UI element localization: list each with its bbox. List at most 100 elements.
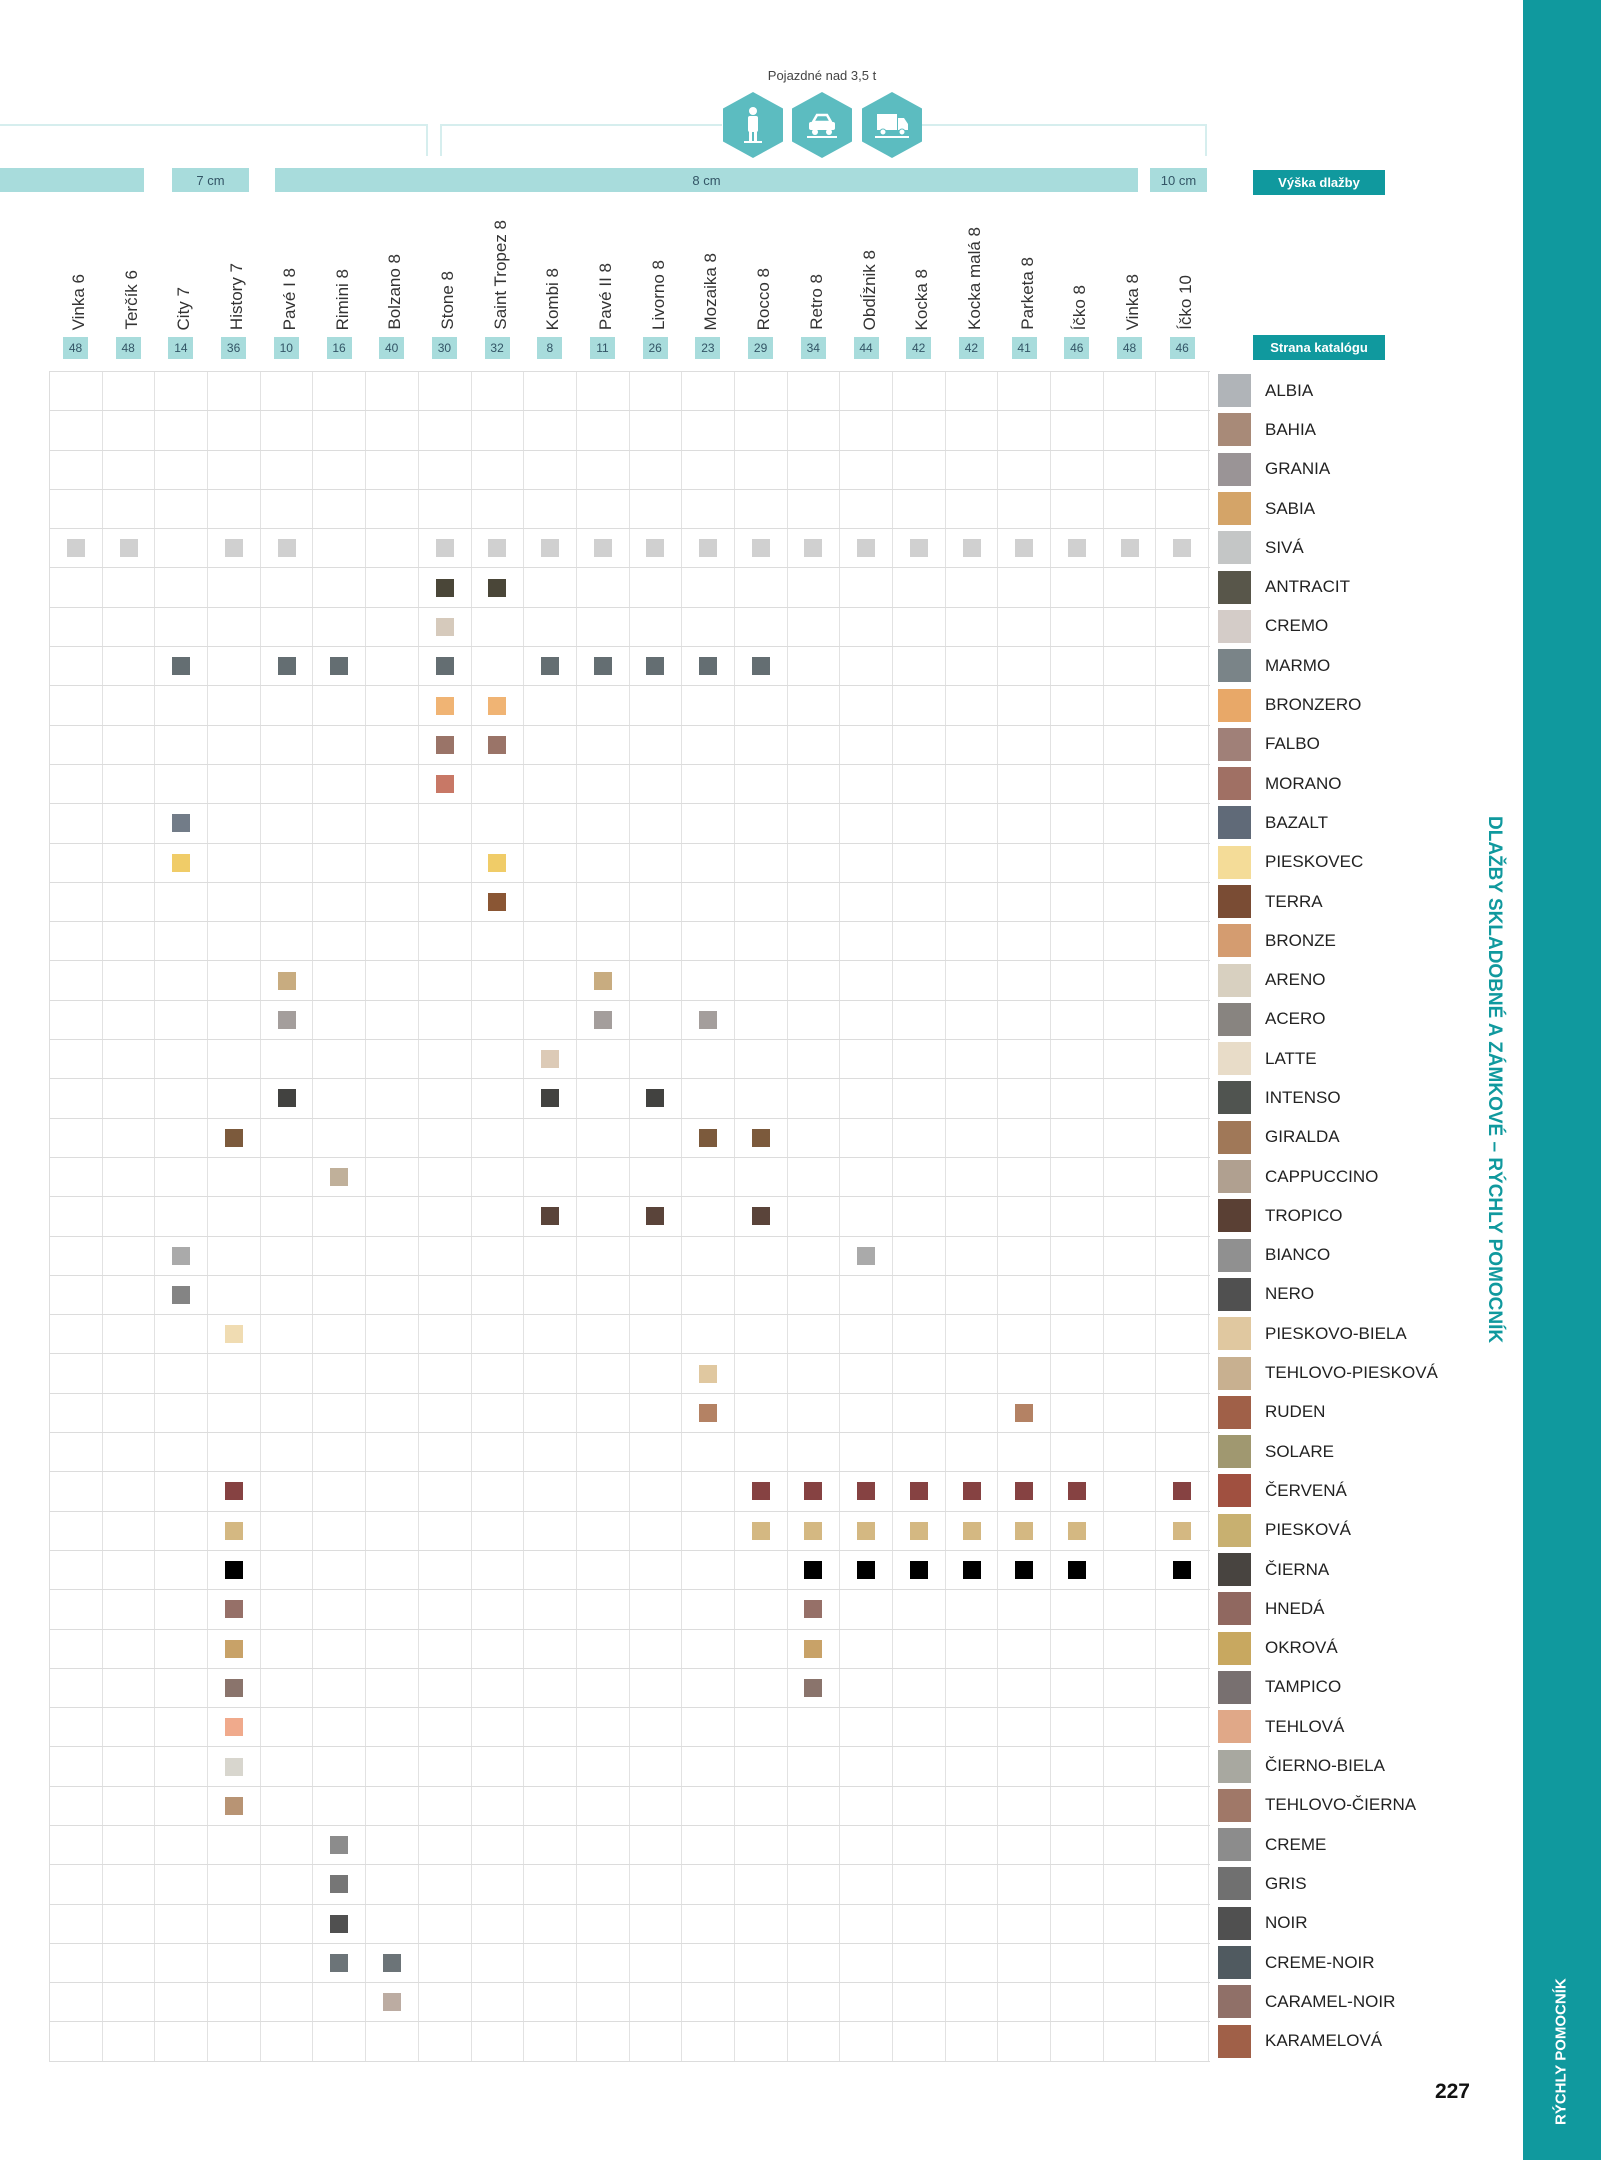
catalog-page-badge[interactable]: 10	[273, 337, 299, 359]
grid-cell	[419, 1393, 472, 1433]
grid-cell	[735, 1040, 788, 1079]
grid-cell	[893, 1040, 946, 1079]
catalog-page-badge[interactable]: 41	[1011, 337, 1037, 359]
grid-cell	[630, 1118, 683, 1157]
grid-cell	[419, 1629, 472, 1668]
grid-cell	[155, 450, 209, 489]
grid-cell	[577, 1315, 630, 1354]
table-row	[50, 1000, 1210, 1041]
availability-mark	[804, 1521, 823, 1540]
grid-cell	[1156, 1433, 1210, 1472]
grid-cell	[419, 1708, 472, 1747]
color-swatch	[1218, 1081, 1251, 1115]
catalog-page-badge[interactable]: 36	[221, 337, 247, 359]
page-number: 227	[1434, 2080, 1470, 2103]
catalog-page-badge[interactable]: 42	[906, 337, 932, 359]
catalog-page-badge[interactable]: 48	[63, 337, 88, 359]
grid-cell	[155, 1550, 209, 1590]
grid-cell	[50, 1079, 103, 1118]
availability-mark	[699, 1128, 718, 1147]
grid-cell	[1051, 804, 1104, 843]
product-name: Rimini 8	[332, 268, 352, 330]
grid-cell	[313, 1786, 367, 1825]
availability-mark	[541, 1050, 560, 1069]
catalog-page-badge[interactable]: 48	[1117, 337, 1142, 359]
catalog-page-badge[interactable]: 29	[748, 337, 774, 359]
sidebar-band	[1523, 0, 1601, 2160]
catalog-page-badge[interactable]: 46	[1064, 337, 1090, 359]
grid-cell	[1104, 372, 1157, 411]
table-row	[50, 1236, 1210, 1276]
section-title: DLAŽBY SKLADOBNÉ A ZÁMKOVÉ – RÝCHLY POMO…	[1484, 816, 1505, 1344]
product-name: Rocco 8	[754, 267, 774, 330]
legend-item: ARENO	[1218, 960, 1518, 999]
catalog-page-badge[interactable]: 40	[379, 337, 405, 359]
grid-cell	[840, 1825, 893, 1865]
availability-mark	[224, 1325, 243, 1344]
catalog-page-badge[interactable]: 8	[537, 337, 563, 359]
catalog-page-badge[interactable]: 23	[695, 337, 721, 359]
color-name: CARAMEL-NOIR	[1265, 1991, 1396, 2011]
catalog-page-badge[interactable]: 42	[958, 337, 984, 359]
grid-cell	[840, 1983, 893, 2022]
grid-cell	[893, 1590, 946, 1629]
grid-cell	[155, 1786, 209, 1825]
grid-cell	[524, 1472, 577, 1511]
color-swatch	[1218, 452, 1251, 486]
grid-cell	[419, 843, 472, 882]
grid-cell	[735, 1236, 788, 1275]
grid-cell	[366, 1511, 419, 1550]
grid-cell	[261, 529, 314, 568]
grid-cell	[840, 1786, 893, 1825]
catalog-page-badge[interactable]: 34	[800, 337, 826, 359]
grid-cell	[630, 1550, 683, 1590]
grid-cell	[1051, 1040, 1104, 1079]
catalog-page-label: Strana katalógu	[1253, 335, 1385, 360]
grid-cell	[630, 1511, 683, 1550]
grid-cell	[1051, 882, 1104, 922]
grid-cell	[524, 411, 577, 450]
color-swatch	[1218, 924, 1251, 958]
catalog-page-badge[interactable]: 48	[115, 337, 141, 359]
grid-cell	[1156, 1079, 1210, 1118]
grid-cell	[313, 1472, 367, 1511]
availability-mark	[1173, 1521, 1192, 1540]
availability-grid	[49, 371, 1210, 2062]
product-column-header: Kocka 8	[900, 190, 953, 330]
color-swatch	[1218, 2024, 1251, 2058]
catalog-page-badge[interactable]: 16	[326, 337, 352, 359]
catalog-page-badge[interactable]: 26	[642, 337, 668, 359]
catalog-page-badge[interactable]: 11	[590, 337, 615, 359]
product-name: Kombi 8	[543, 267, 563, 330]
grid-cell	[577, 647, 630, 686]
grid-cell	[1104, 764, 1157, 804]
grid-cell	[208, 1550, 261, 1590]
availability-mark	[277, 657, 296, 676]
catalog-page-badge[interactable]: 30	[431, 337, 457, 359]
grid-cell	[1156, 1825, 1210, 1865]
grid-cell	[577, 450, 630, 489]
grid-cell	[682, 1708, 735, 1747]
grid-cell	[419, 1000, 472, 1040]
grid-cell	[893, 922, 946, 961]
grid-cell	[524, 1747, 577, 1786]
grid-cell	[1051, 686, 1104, 725]
catalog-page-badge[interactable]: 44	[853, 337, 879, 359]
grid-cell	[419, 489, 472, 529]
grid-cell	[1051, 529, 1104, 568]
color-name: KARAMELOVÁ	[1265, 2031, 1383, 2051]
grid-cell	[998, 1354, 1052, 1393]
grid-cell	[1104, 804, 1157, 843]
grid-cell	[208, 1157, 261, 1197]
catalog-page-badge[interactable]: 14	[168, 337, 194, 359]
grid-cell	[366, 1472, 419, 1511]
grid-cell	[630, 1865, 683, 1904]
grid-cell	[261, 1315, 314, 1354]
color-name: CAPPUCCINO	[1265, 1166, 1379, 1186]
grid-cell	[155, 411, 209, 450]
availability-mark	[541, 539, 560, 558]
grid-cell	[524, 1708, 577, 1747]
catalog-page-badge[interactable]: 32	[484, 337, 510, 359]
grid-cell	[577, 607, 630, 647]
catalog-page-badge[interactable]: 46	[1169, 337, 1195, 359]
